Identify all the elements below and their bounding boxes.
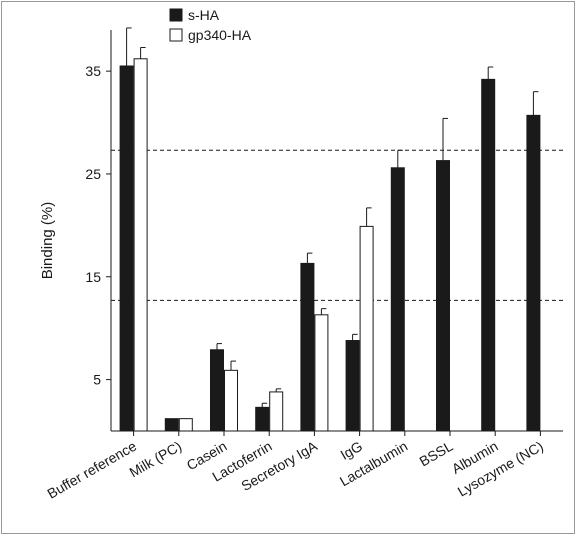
bar-s-ha bbox=[255, 406, 270, 432]
y-ticks: 5 15 25 35 bbox=[85, 63, 111, 388]
axes bbox=[110, 30, 563, 432]
legend-label: s-HA bbox=[188, 7, 220, 23]
x-tick-label: Buffer reference bbox=[44, 438, 139, 502]
x-tick-label: Milk (PC) bbox=[126, 438, 184, 481]
legend: s-HA gp340-HA bbox=[169, 7, 252, 43]
bar-s-ha bbox=[390, 167, 405, 432]
y-tick-label: 15 bbox=[85, 269, 101, 285]
bar-gp340-ha bbox=[133, 58, 148, 432]
bar-s-ha bbox=[436, 160, 450, 432]
bar-s-ha bbox=[210, 349, 224, 432]
error-bars bbox=[126, 27, 539, 408]
bars bbox=[119, 58, 541, 432]
y-axis-label: Binding (%) bbox=[39, 202, 56, 280]
bar-gp340-ha bbox=[359, 225, 374, 432]
legend-swatch bbox=[169, 28, 183, 42]
y-tick-label: 35 bbox=[85, 63, 101, 79]
bar-gp340-ha bbox=[314, 314, 329, 432]
legend-label: gp340-HA bbox=[188, 27, 252, 43]
bar-s-ha bbox=[164, 418, 179, 432]
bar-s-ha bbox=[345, 340, 360, 432]
bar-s-ha bbox=[526, 114, 541, 432]
legend-swatch bbox=[169, 8, 183, 22]
bar-gp340-ha bbox=[269, 391, 284, 432]
bar-gp340-ha bbox=[224, 369, 238, 432]
x-tick-label: IgG bbox=[338, 438, 366, 463]
bar-s-ha bbox=[300, 262, 315, 432]
reference-lines bbox=[111, 149, 563, 301]
y-tick-label: 25 bbox=[85, 166, 101, 182]
y-tick-label: 5 bbox=[93, 372, 101, 388]
bar-s-ha bbox=[481, 78, 496, 432]
bar-s-ha bbox=[119, 65, 134, 432]
bar-gp340-ha bbox=[178, 418, 193, 432]
